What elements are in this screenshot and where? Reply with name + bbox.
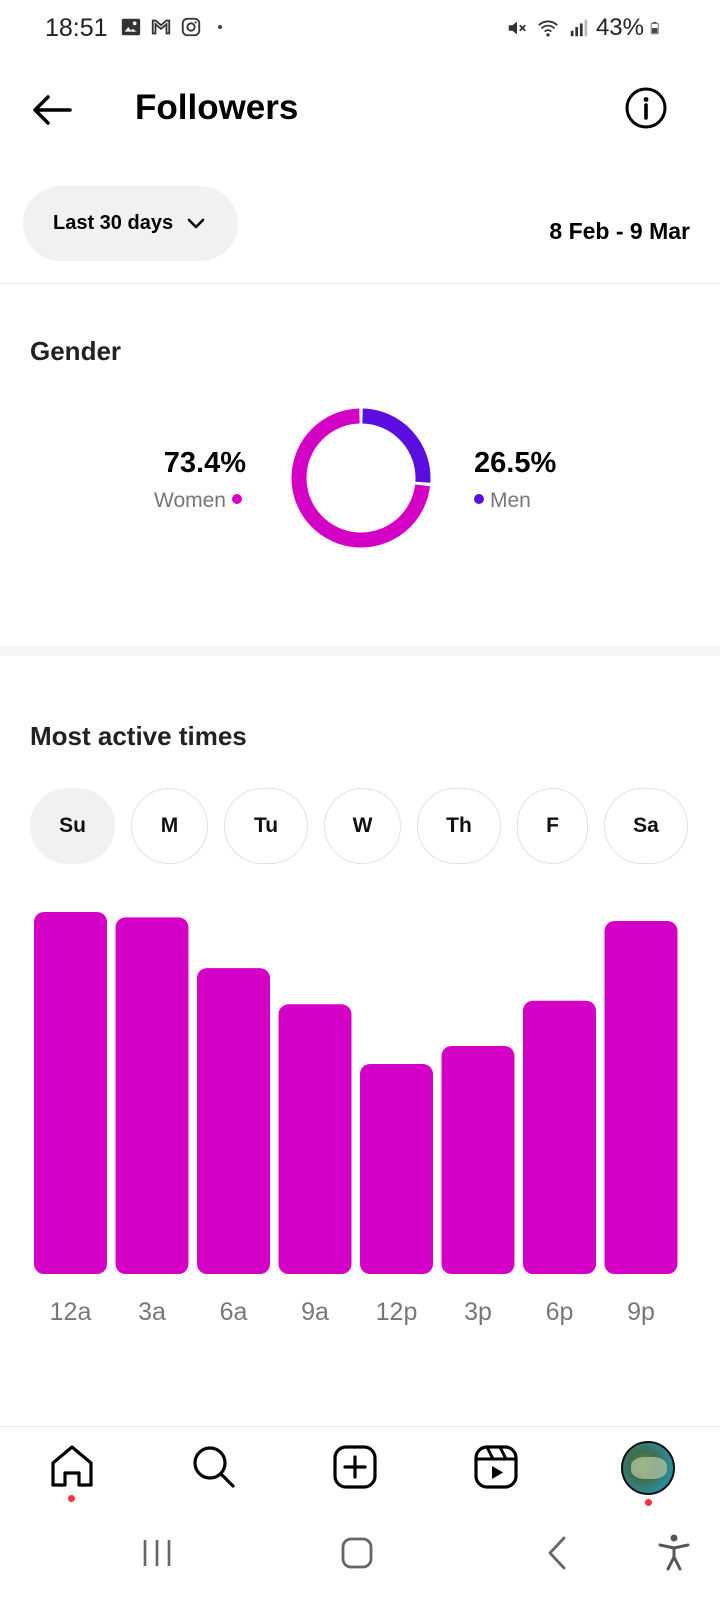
day-chip-m[interactable]: M	[131, 788, 208, 864]
active-times-title: Most active times	[30, 721, 247, 751]
day-chip-su[interactable]: Su	[30, 788, 115, 864]
status-bar: 18:51 43%	[0, 0, 720, 60]
page-title: Followers	[135, 88, 299, 127]
bottom-navigation	[0, 1427, 720, 1507]
gmail-icon	[151, 19, 171, 35]
men-segment	[362, 408, 431, 483]
bar-6p[interactable]	[523, 1000, 596, 1274]
day-selector: Su M Tu W Th F Sa	[30, 788, 702, 864]
bar-3p[interactable]	[441, 1045, 515, 1274]
back-arrow-icon[interactable]	[28, 86, 76, 134]
battery-icon	[650, 21, 659, 35]
bar-3a[interactable]	[115, 917, 189, 1274]
men-dot-icon	[474, 494, 484, 505]
home-notification-dot	[68, 1495, 75, 1502]
x-tick-label: 12a	[50, 1298, 92, 1326]
active-times-bar-chart: 12a 3a 6a 9a 12p 3p 6p 9p	[34, 912, 678, 1326]
date-range-text: 8 Feb - 9 Mar	[549, 218, 690, 244]
date-range-dropdown[interactable]: Last 30 days	[23, 186, 238, 261]
bar-9a[interactable]	[278, 1004, 352, 1274]
home-icon[interactable]	[46, 1441, 98, 1493]
day-chip-sa[interactable]: Sa	[604, 788, 688, 864]
bar-9p[interactable]	[604, 921, 678, 1274]
x-tick-label: 9a	[301, 1298, 329, 1326]
search-icon[interactable]	[188, 1441, 240, 1493]
chevron-down-icon	[187, 218, 205, 228]
men-label: Men	[490, 489, 531, 512]
women-percentage: 73.4%	[163, 447, 246, 479]
profile-notification-dot	[645, 1499, 652, 1506]
status-time: 18:51	[45, 14, 108, 42]
mute-icon	[508, 21, 526, 35]
day-chip-th[interactable]: Th	[417, 788, 501, 864]
recents-icon[interactable]	[134, 1530, 180, 1576]
x-tick-label: 3a	[138, 1298, 166, 1326]
wifi-icon	[538, 20, 558, 37]
gender-section-title: Gender	[30, 336, 122, 366]
info-icon[interactable]	[624, 86, 668, 130]
bar-12p[interactable]	[360, 1064, 433, 1274]
divider	[0, 283, 720, 284]
status-system-icons: 43%	[506, 14, 664, 42]
bar-12a[interactable]	[34, 912, 107, 1274]
reels-icon[interactable]	[470, 1441, 522, 1493]
signal-icon	[570, 19, 588, 37]
x-tick-label: 12p	[376, 1298, 418, 1326]
x-tick-label: 3p	[464, 1298, 492, 1326]
women-label: Women	[154, 489, 226, 512]
women-dot-icon	[232, 494, 242, 505]
date-range-dropdown-label: Last 30 days	[53, 212, 174, 234]
create-icon[interactable]	[329, 1441, 381, 1493]
x-tick-label: 6p	[546, 1298, 574, 1326]
day-chip-tu[interactable]: Tu	[224, 788, 308, 864]
home-button-icon[interactable]	[334, 1530, 380, 1576]
day-chip-w[interactable]: W	[324, 788, 401, 864]
men-legend: Men	[474, 489, 531, 513]
accessibility-icon[interactable]	[651, 1530, 697, 1576]
gallery-icon	[121, 18, 141, 36]
system-navigation-bar	[0, 1510, 720, 1600]
avatar-image	[631, 1457, 667, 1479]
dot-icon	[218, 24, 223, 30]
back-icon[interactable]	[536, 1530, 582, 1576]
status-notification-icons	[120, 16, 230, 38]
nav-divider	[0, 1426, 720, 1427]
section-divider	[0, 646, 720, 656]
battery-percent: 43%	[595, 14, 644, 41]
header: Followers	[0, 60, 720, 160]
bar-6a[interactable]	[197, 968, 270, 1274]
women-legend: Women	[100, 489, 248, 513]
men-percentage: 26.5%	[474, 447, 557, 479]
gender-donut-chart	[291, 408, 431, 548]
profile-avatar[interactable]	[621, 1441, 675, 1495]
instagram-icon	[181, 17, 201, 37]
x-tick-label: 6a	[220, 1298, 248, 1326]
women-segment	[291, 408, 431, 548]
day-chip-f[interactable]: F	[517, 788, 588, 864]
x-tick-label: 9p	[627, 1298, 655, 1326]
